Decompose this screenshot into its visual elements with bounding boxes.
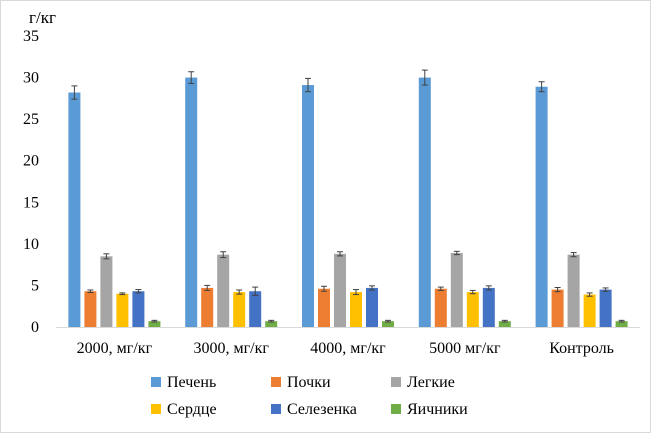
legend-label: Селезенка <box>287 401 357 418</box>
legend-swatch <box>391 377 401 387</box>
y-tick-label: 10 <box>23 236 39 253</box>
legend-label: Яичники <box>407 401 468 418</box>
y-tick-label: 5 <box>31 277 39 294</box>
legend-label: Печень <box>167 374 216 391</box>
bar <box>233 292 246 327</box>
legend-label: Сердце <box>167 401 217 418</box>
bar <box>418 77 431 327</box>
bar <box>382 321 394 327</box>
legend-label: Почки <box>287 374 331 391</box>
bar <box>132 291 145 327</box>
y-tick-label: 35 <box>23 28 39 45</box>
bar <box>482 287 495 327</box>
legend-label: Легкие <box>407 374 455 391</box>
x-tick-label: Контроль <box>549 340 614 357</box>
y-tick-label: 15 <box>23 194 39 211</box>
bar <box>148 321 161 327</box>
bar <box>249 291 262 327</box>
y-tick-label: 0 <box>31 319 39 336</box>
bar <box>350 292 362 327</box>
bar <box>185 77 198 327</box>
bar <box>567 254 580 327</box>
bar <box>583 294 596 327</box>
x-tick-label: 5000 мг/кг <box>429 340 501 357</box>
bar <box>498 321 511 327</box>
bar <box>116 293 129 327</box>
bar <box>366 287 378 327</box>
legend-swatch <box>271 377 281 387</box>
y-tick-label: 20 <box>23 153 39 170</box>
bar <box>201 287 214 327</box>
bar <box>265 321 278 327</box>
y-axis-unit-label: г/кг <box>29 8 56 27</box>
bar <box>615 321 628 327</box>
x-tick-label: 4000, мг/кг <box>310 340 386 357</box>
y-tick-label: 25 <box>23 111 39 128</box>
bar <box>217 254 230 327</box>
bar <box>100 256 113 327</box>
bar <box>302 85 314 327</box>
bar <box>599 289 612 327</box>
bar <box>84 291 97 327</box>
bar <box>450 253 463 327</box>
legend-swatch <box>271 404 281 414</box>
legend-swatch <box>151 404 161 414</box>
y-tick-label: 30 <box>23 70 39 87</box>
legend-swatch <box>391 404 401 414</box>
x-tick-label: 2000, мг/кг <box>77 340 153 357</box>
bar <box>68 92 81 327</box>
x-tick-label: 3000, мг/кг <box>193 340 269 357</box>
bar <box>334 253 346 327</box>
bar <box>551 289 564 327</box>
bar <box>434 288 447 327</box>
bar <box>466 292 479 327</box>
bar <box>535 86 548 328</box>
bar <box>318 288 330 327</box>
legend-swatch <box>151 377 161 387</box>
